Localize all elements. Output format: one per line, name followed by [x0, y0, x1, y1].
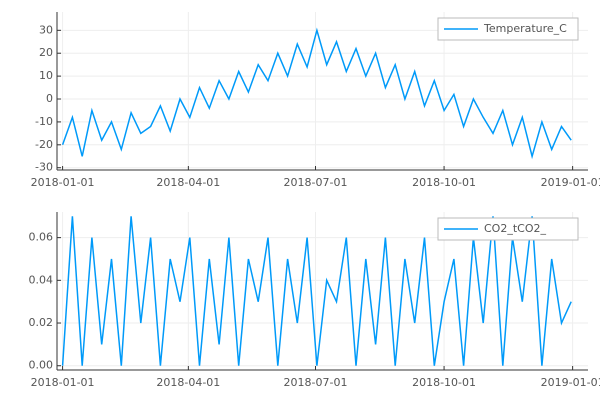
data-line — [61, 27, 572, 160]
x-tick-label: 2018-04-01 — [156, 176, 220, 189]
x-tick-label: 2018-01-01 — [31, 376, 95, 389]
y-tick-label: 30 — [39, 23, 53, 36]
x-tick-label: 2019-01-01 — [541, 176, 600, 189]
x-tick-label: 2018-10-01 — [412, 376, 476, 389]
y-tick-label: 0.06 — [29, 231, 54, 244]
y-tick-label: 0 — [46, 92, 53, 105]
y-tick-label: 10 — [39, 69, 53, 82]
legend-box — [437, 217, 579, 241]
y-tick-label: -10 — [35, 115, 53, 128]
y-tick-label: 0.00 — [29, 359, 54, 372]
x-tick-label: 2018-10-01 — [412, 176, 476, 189]
y-tick-label: -30 — [35, 161, 53, 174]
legend-label: CO2_tCO2_ — [484, 222, 546, 235]
data-line — [61, 216, 572, 366]
y-tick-label: -20 — [35, 138, 53, 151]
y-tick-label: 0.04 — [29, 273, 54, 286]
x-tick-label: 2019-01-01 — [541, 376, 600, 389]
y-tick-label: 0.02 — [29, 316, 54, 329]
x-tick-label: 2018-07-01 — [284, 176, 348, 189]
legend-label: Temperature_C — [483, 22, 567, 35]
y-tick-label: 20 — [39, 46, 53, 59]
x-tick-label: 2018-01-01 — [31, 176, 95, 189]
x-tick-label: 2018-07-01 — [284, 376, 348, 389]
x-tick-label: 2018-04-01 — [156, 376, 220, 389]
legend-box — [437, 17, 579, 41]
